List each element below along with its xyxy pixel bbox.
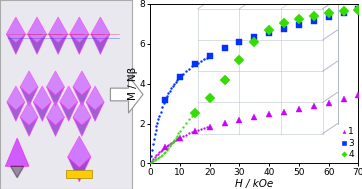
Polygon shape bbox=[70, 34, 89, 54]
Polygon shape bbox=[73, 101, 91, 125]
4 bbox=[341, 10, 346, 12]
3 bbox=[356, 8, 361, 11]
Polygon shape bbox=[49, 17, 68, 43]
Polygon shape bbox=[33, 86, 51, 110]
4 bbox=[297, 18, 301, 20]
Line: 1: 1 bbox=[162, 92, 361, 150]
Polygon shape bbox=[20, 71, 38, 95]
Polygon shape bbox=[60, 86, 78, 110]
1 bbox=[297, 108, 301, 110]
Polygon shape bbox=[20, 87, 38, 106]
3 bbox=[237, 41, 241, 43]
Line: 4: 4 bbox=[191, 6, 362, 116]
3 bbox=[207, 55, 212, 58]
Polygon shape bbox=[7, 34, 25, 54]
Polygon shape bbox=[33, 102, 51, 121]
Polygon shape bbox=[91, 34, 110, 54]
1 bbox=[163, 146, 167, 148]
Polygon shape bbox=[7, 102, 25, 121]
4 bbox=[222, 78, 227, 81]
X-axis label: H / kOe: H / kOe bbox=[235, 179, 273, 189]
3 bbox=[282, 28, 286, 30]
Polygon shape bbox=[68, 157, 91, 182]
4 bbox=[327, 12, 331, 15]
4 bbox=[267, 29, 272, 31]
FancyBboxPatch shape bbox=[66, 170, 92, 178]
Line: 3: 3 bbox=[162, 6, 362, 103]
3 bbox=[193, 63, 197, 66]
1 bbox=[356, 94, 361, 96]
Polygon shape bbox=[73, 71, 91, 95]
Polygon shape bbox=[10, 166, 24, 178]
Polygon shape bbox=[73, 117, 91, 136]
Polygon shape bbox=[49, 34, 68, 54]
Polygon shape bbox=[20, 117, 38, 136]
Y-axis label: M / Nβ: M / Nβ bbox=[128, 67, 138, 100]
4 bbox=[252, 41, 256, 43]
Polygon shape bbox=[28, 34, 46, 54]
Polygon shape bbox=[86, 102, 104, 121]
3 bbox=[163, 98, 167, 101]
1 bbox=[312, 105, 316, 107]
3 bbox=[341, 12, 346, 14]
4 bbox=[282, 22, 286, 24]
Polygon shape bbox=[68, 136, 91, 167]
Polygon shape bbox=[110, 76, 143, 113]
3 bbox=[267, 32, 272, 34]
Polygon shape bbox=[46, 117, 64, 136]
1 bbox=[193, 130, 197, 132]
1 bbox=[341, 98, 346, 100]
3 bbox=[222, 46, 227, 49]
Polygon shape bbox=[91, 17, 110, 43]
Polygon shape bbox=[7, 17, 25, 43]
3 bbox=[252, 36, 256, 38]
Polygon shape bbox=[20, 101, 38, 125]
4 bbox=[237, 59, 241, 61]
3 bbox=[327, 16, 331, 18]
4 bbox=[193, 112, 197, 114]
3 bbox=[178, 76, 182, 78]
Polygon shape bbox=[46, 71, 64, 95]
1 bbox=[222, 121, 227, 124]
3 bbox=[297, 24, 301, 26]
Polygon shape bbox=[86, 86, 104, 110]
1 bbox=[327, 101, 331, 104]
Polygon shape bbox=[70, 17, 89, 43]
4 bbox=[356, 9, 361, 11]
Polygon shape bbox=[5, 138, 29, 166]
1 bbox=[252, 116, 256, 118]
Polygon shape bbox=[46, 87, 64, 106]
4 bbox=[312, 15, 316, 17]
1 bbox=[178, 136, 182, 139]
Polygon shape bbox=[46, 101, 64, 125]
1 bbox=[207, 126, 212, 128]
Legend: 1, 3, 4: 1, 3, 4 bbox=[342, 127, 354, 159]
1 bbox=[237, 119, 241, 121]
1 bbox=[282, 110, 286, 113]
3 bbox=[312, 20, 316, 22]
Polygon shape bbox=[60, 102, 78, 121]
Polygon shape bbox=[7, 86, 25, 110]
Polygon shape bbox=[73, 87, 91, 106]
4 bbox=[207, 96, 212, 99]
1 bbox=[267, 113, 272, 115]
Polygon shape bbox=[28, 17, 46, 43]
